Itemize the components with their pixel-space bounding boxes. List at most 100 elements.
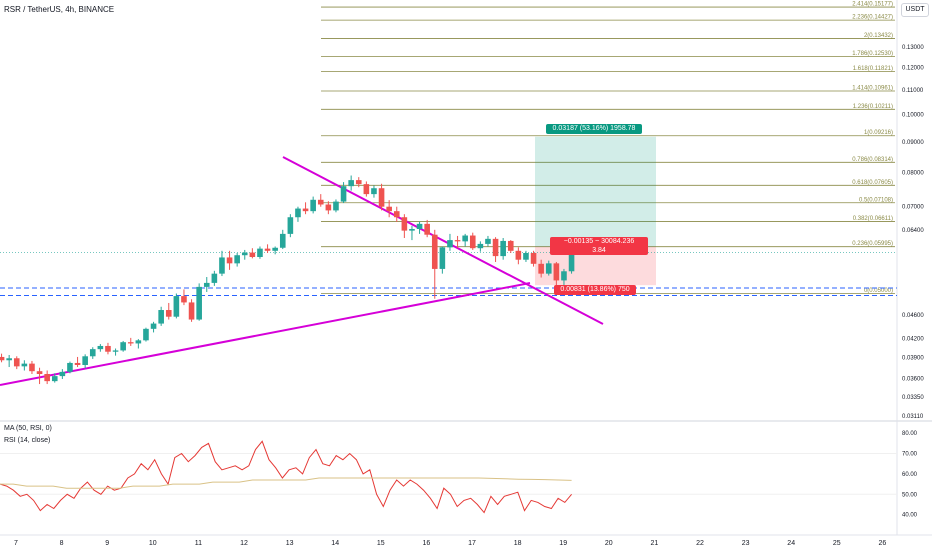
time-axis-label: 19 — [559, 540, 567, 547]
candle-body — [150, 323, 157, 329]
candle-body — [135, 340, 142, 344]
fib-level-label: 1.618(0.11821) — [853, 66, 893, 72]
candle-body — [409, 229, 415, 231]
candle-body — [74, 362, 81, 365]
chart-title: RSR / TetherUS, 4h, BINANCE — [4, 5, 115, 14]
candle-body — [545, 263, 552, 274]
time-axis-label: 25 — [833, 540, 841, 547]
price-axis-label: 0.06400 — [902, 228, 924, 234]
candle-body — [105, 345, 111, 352]
candle-body — [173, 296, 180, 317]
price-tag-stop: 0.05164 — [902, 281, 925, 287]
position-profit-zone[interactable] — [535, 136, 656, 247]
candle-body — [416, 223, 423, 230]
candle-body — [287, 217, 294, 234]
time-axis-label: 21 — [651, 540, 659, 547]
price-tag-last: 0.05860 — [902, 254, 925, 260]
candle-body — [234, 255, 240, 264]
price-axis-label: 0.03110 — [902, 414, 924, 420]
position-stats-line2: 3.84 — [592, 247, 606, 254]
candle-body — [302, 208, 309, 212]
axes: 0.13000 0.12000 0.11000 0.10000 0.09000 0.080… — [14, 45, 924, 547]
fib-level-label: 1.786(0.12530) — [852, 51, 893, 57]
time-axis-label: 10 — [149, 540, 157, 547]
candle-body — [272, 247, 278, 251]
candle-body — [447, 240, 453, 248]
ma-indicator-label[interactable]: MA (50, RSI, 0) — [4, 425, 52, 432]
candle-body — [127, 342, 134, 344]
price-axis-label: 0.11000 — [902, 88, 924, 94]
candle-body — [226, 257, 233, 264]
candle-body — [181, 296, 187, 303]
time-axis-label: 7 — [14, 540, 18, 547]
fib-level-label: 1(0.09216) — [864, 130, 893, 136]
candle-body — [241, 252, 248, 256]
position-stats-label: −0.00135 ~ 30084.236 3.84 — [550, 237, 648, 255]
price-tag-level-2: 0.04961 — [902, 303, 925, 309]
price-tag-level-1: 0.05109 — [902, 292, 925, 298]
price-tag-fib: 0.05995 — [902, 242, 925, 248]
time-axis-label: 11 — [195, 540, 202, 547]
rsi-axis-label: 80.00 — [902, 431, 918, 437]
price-axis-label: 0.03900 — [902, 356, 924, 362]
currency-selector[interactable]: USDT — [901, 3, 929, 17]
rsi-axis-label: 70.00 — [902, 452, 918, 458]
time-axis-label: 24 — [787, 540, 795, 547]
price-axis-label: 0.09000 — [902, 140, 924, 146]
rsi-indicator-label[interactable]: RSI (14, close) — [4, 437, 51, 444]
time-axis-label: 12 — [240, 540, 248, 547]
rsi-ma-line[interactable] — [0, 477, 572, 489]
candle-body — [310, 199, 316, 212]
price-grid — [0, 0, 932, 536]
candle-body — [462, 235, 468, 242]
candle-body — [188, 302, 195, 320]
fib-level-label: 2(0.13432) — [864, 33, 893, 39]
candle-body — [469, 235, 476, 249]
candle-body — [439, 247, 446, 269]
candle-body — [120, 342, 126, 351]
candle-body — [158, 310, 164, 324]
ascending-trendline[interactable] — [0, 282, 531, 386]
candle-body — [340, 186, 347, 202]
price-axis-label: 0.13000 — [902, 45, 924, 51]
rsi-axis-label: 40.00 — [902, 513, 918, 519]
fibonacci-extension: 2.414(0.15177) 2.236(0.14427) 2(0.13432) 1.… — [321, 2, 895, 294]
price-axis-label: 0.08000 — [902, 170, 924, 176]
candlestick-series — [0, 175, 575, 385]
candle-body — [348, 180, 354, 187]
time-axis-label: 9 — [105, 540, 109, 547]
candle-body — [561, 271, 567, 281]
candle-body — [393, 211, 400, 218]
rsi-line[interactable] — [0, 440, 572, 514]
price-tag-countdown: 01:04:48 — [901, 265, 926, 271]
candle-body — [89, 349, 96, 357]
fib-level-label: 1.236(0.10211) — [853, 104, 893, 110]
position-target-label: 0.03187 (53.16%) 1958.78 — [546, 124, 642, 134]
candle-body — [424, 223, 430, 235]
price-axis-label: 0.07000 — [902, 205, 924, 211]
rsi-axis-label: 60.00 — [902, 472, 918, 478]
time-axis-label: 18 — [514, 540, 522, 547]
price-tag-target: 0.09182 — [902, 133, 925, 139]
candle-body — [196, 286, 202, 320]
candle-body — [13, 358, 20, 367]
position-stats-line1: −0.00135 ~ 30084.236 — [563, 238, 635, 245]
candle-body — [500, 240, 506, 257]
candle-body — [386, 206, 392, 212]
candle-body — [530, 253, 537, 264]
time-axis-label: 22 — [696, 540, 704, 547]
candle-body — [211, 273, 218, 283]
candle-body — [29, 363, 35, 372]
candle-body — [165, 310, 172, 317]
fib-level-label: 0.618(0.07605) — [852, 180, 893, 186]
candle-body — [36, 371, 43, 374]
candle-body — [507, 240, 514, 251]
descending-trendline[interactable] — [282, 156, 604, 325]
time-axis-label: 23 — [742, 540, 750, 547]
fib-level-label: 0.5(0.07108) — [859, 197, 893, 203]
rsi-pane — [0, 440, 897, 514]
candle-body — [371, 188, 377, 195]
price-axis-label: 0.10000 — [902, 113, 924, 119]
candle-body — [44, 373, 50, 382]
